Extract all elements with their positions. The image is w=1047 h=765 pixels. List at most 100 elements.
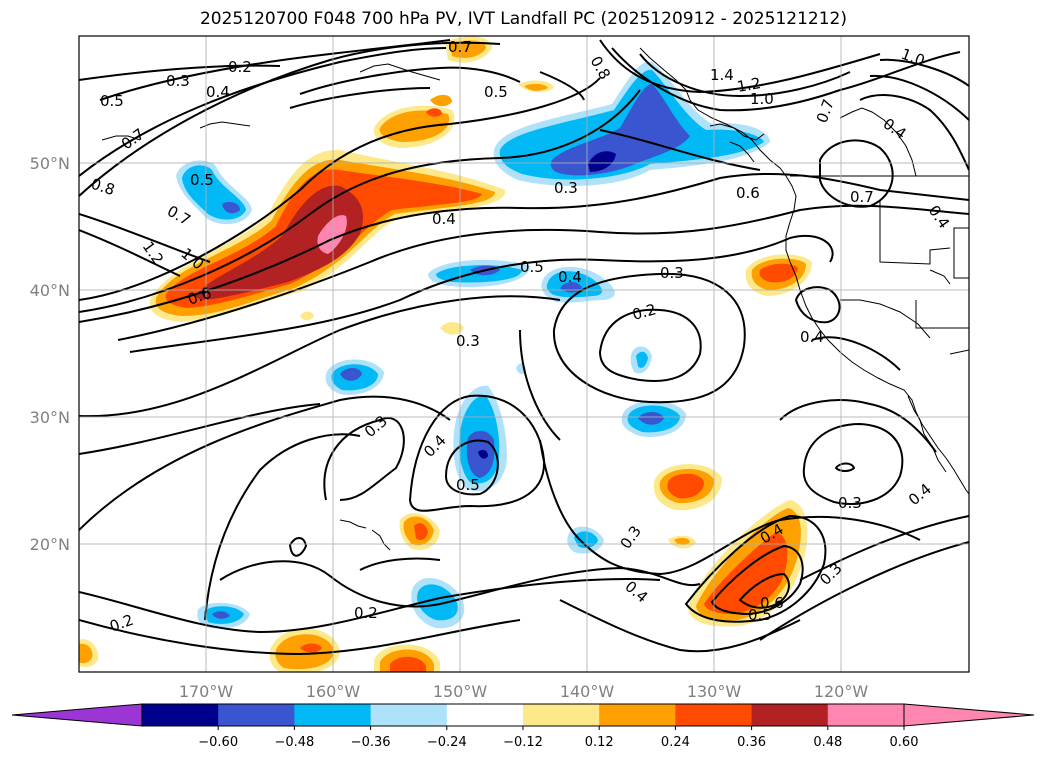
- contour-line: [79, 89, 641, 313]
- contour-line: [117, 204, 969, 341]
- lon-label: 120°W: [814, 682, 869, 701]
- anomaly-fill: [440, 322, 464, 335]
- contour-label: 0.3: [554, 179, 578, 197]
- contour-line: [204, 433, 361, 621]
- colorbar-tick-label: 0.24: [661, 735, 690, 750]
- colorbar-cell: [599, 704, 676, 726]
- map-frame: [78, 35, 970, 673]
- contour-line: [869, 74, 969, 121]
- colorbar-extend-low: [11, 703, 143, 727]
- lon-label: 160°W: [306, 682, 361, 701]
- colorbar-ticks: −0.60 −0.48 −0.36 −0.24 −0.12 0.12 0.24 0.36 0.4…: [198, 726, 918, 750]
- contour-line: [79, 577, 661, 634]
- coastline: [840, 299, 931, 339]
- anomaly-fill: [588, 151, 616, 172]
- coastline: [199, 121, 251, 129]
- anomaly-fill: [340, 368, 362, 381]
- contour-line: [99, 39, 451, 101]
- colorbar-cell: [370, 704, 448, 726]
- contour-label: 0.7: [448, 38, 472, 56]
- contour-line: [359, 557, 441, 571]
- contour-line: [289, 87, 431, 109]
- coastline: [953, 227, 969, 279]
- contour-line: [299, 66, 521, 95]
- anomaly-fill: [195, 185, 364, 300]
- coastline: [371, 529, 391, 551]
- anomaly-fill: [667, 473, 704, 499]
- contour-label: 0.4: [558, 268, 582, 286]
- contour-label: 0.2: [630, 300, 658, 324]
- contour-line: [710, 544, 804, 616]
- colorbar-tick-label: 0.48: [813, 735, 842, 750]
- contour-line: [79, 77, 601, 301]
- contour-line: [444, 439, 499, 496]
- contour-label: 0.2: [354, 604, 378, 622]
- map-title: 2025120700 F048 700 hPa PV, IVT Landfall…: [199, 9, 847, 29]
- contour-line: [759, 541, 969, 641]
- colorbar-extend-high: [903, 703, 1035, 727]
- lat-label: 50°N: [30, 154, 70, 173]
- contour-line: [879, 58, 969, 87]
- contour-label: 0.4: [206, 83, 230, 101]
- contour-label: 0.4: [800, 328, 824, 346]
- contour-line: [802, 422, 904, 505]
- contour-label: 0.6: [736, 184, 760, 202]
- latitude-labels: 50°N 40°N 30°N 20°N: [30, 154, 70, 554]
- contour-label: 0.5: [748, 606, 772, 624]
- contour-label: 0.5: [456, 476, 480, 494]
- colorbar-tick-label: −0.48: [274, 735, 314, 750]
- colorbar-tick-label: −0.24: [427, 735, 467, 750]
- contour-line: [738, 572, 790, 609]
- contour-label: 0.3: [660, 264, 684, 282]
- coastline: [839, 107, 917, 177]
- anomaly-fill: [478, 449, 488, 459]
- contour-line: [684, 514, 827, 623]
- anomaly-fill: [414, 523, 428, 540]
- contour-line: [79, 64, 281, 81]
- contour-line: [79, 41, 501, 197]
- anomaly-fill: [636, 351, 648, 368]
- anomaly-fill: [674, 537, 690, 545]
- anomaly-fill: [759, 263, 798, 283]
- contour-line: [779, 399, 937, 453]
- colorbar-tick-label: 0.36: [737, 735, 766, 750]
- lon-label: 130°W: [687, 682, 742, 701]
- contour-label: 1.0: [750, 90, 774, 108]
- contour-label: 1.2: [736, 74, 763, 96]
- coastline: [879, 200, 951, 265]
- colorbar-tick-label: −0.36: [351, 735, 391, 750]
- contour-label: 0.3: [456, 332, 480, 350]
- anomaly-fill: [300, 311, 314, 321]
- contour-line: [599, 39, 881, 94]
- contour-line: [799, 515, 969, 581]
- contour-label: 0.6: [760, 594, 784, 612]
- coastline: [101, 135, 141, 141]
- colorbar-cell: [827, 704, 905, 726]
- colorbar-tick-label: −0.12: [503, 735, 543, 750]
- contour-line: [599, 129, 761, 171]
- contour-line: [794, 286, 841, 324]
- colorbar-tick-label: −0.60: [198, 735, 238, 750]
- contour-line: [639, 53, 851, 98]
- gridlines: [79, 36, 969, 672]
- lat-label: 30°N: [30, 408, 70, 427]
- anomaly-fill: [79, 643, 93, 664]
- contour-line: [598, 308, 702, 382]
- contour-line: [79, 172, 969, 323]
- contour-line: [519, 329, 561, 441]
- colorbar-cell: [218, 704, 295, 726]
- contour-line: [79, 619, 521, 656]
- contour-label: 0.5: [100, 92, 124, 110]
- contour-line: [819, 139, 894, 208]
- anomaly-fill: [317, 215, 347, 254]
- contour-line: [539, 439, 921, 576]
- anomaly-fill: [450, 40, 486, 58]
- coastline: [929, 269, 951, 285]
- colorbar-cells: [11, 703, 1035, 727]
- coastline: [949, 349, 969, 355]
- lon-label: 150°W: [433, 682, 488, 701]
- anomaly-fill: [550, 84, 690, 176]
- contour-label: 0.2: [228, 58, 252, 76]
- colorbar-cell: [675, 704, 753, 726]
